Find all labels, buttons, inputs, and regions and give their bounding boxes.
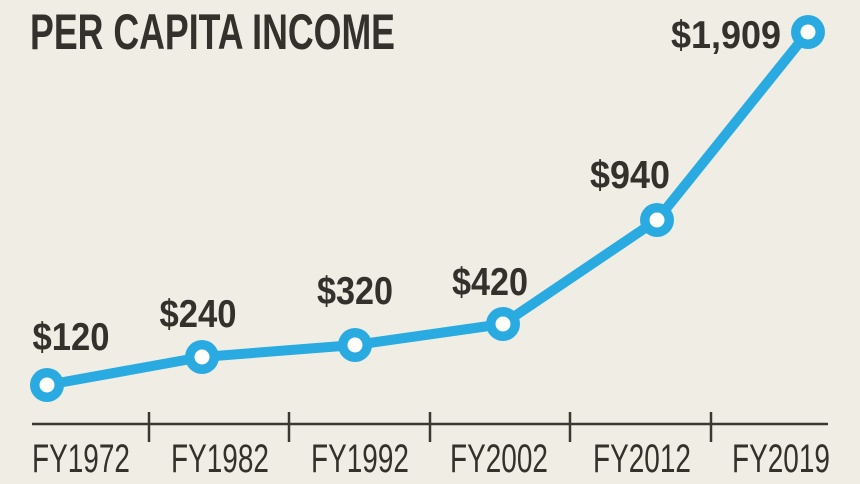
value-label-FY2012: $940 (590, 154, 670, 197)
x-axis-label-FY1992: FY1992 (311, 437, 409, 481)
income-line (42, 27, 813, 390)
value-label-FY2019: $1,909 (671, 14, 781, 57)
value-label-FY1982: $240 (160, 293, 237, 336)
data-point-center-FY1972 (39, 377, 55, 393)
data-point-center-FY2019 (800, 24, 816, 40)
x-axis-label-FY2002: FY2002 (450, 437, 548, 481)
data-point-center-FY1992 (347, 337, 363, 353)
value-label-FY1992: $320 (317, 270, 393, 313)
value-label-FY1972: $120 (33, 316, 110, 359)
x-axis-label-FY1982: FY1982 (171, 437, 269, 481)
data-point-center-FY2002 (495, 316, 511, 332)
x-axis-label-FY2012: FY2012 (593, 437, 691, 481)
x-axis (32, 412, 828, 442)
data-point-center-FY1982 (194, 349, 210, 365)
value-labels: $120 $240 $320 $420 $940 $1,909 (33, 14, 782, 359)
x-axis-label-FY1972: FY1972 (32, 437, 130, 481)
x-axis-label-FY2019: FY2019 (732, 437, 830, 481)
x-axis-tick-labels: FY1972 FY1982 FY1992 FY2002 FY2012 FY2019 (32, 437, 830, 481)
chart-title: PER CAPITA INCOME (30, 4, 395, 60)
data-point-center-FY2012 (649, 212, 665, 228)
value-label-FY2002: $420 (452, 261, 528, 304)
income-line-series (42, 27, 813, 390)
data-point-markers (30, 15, 825, 402)
